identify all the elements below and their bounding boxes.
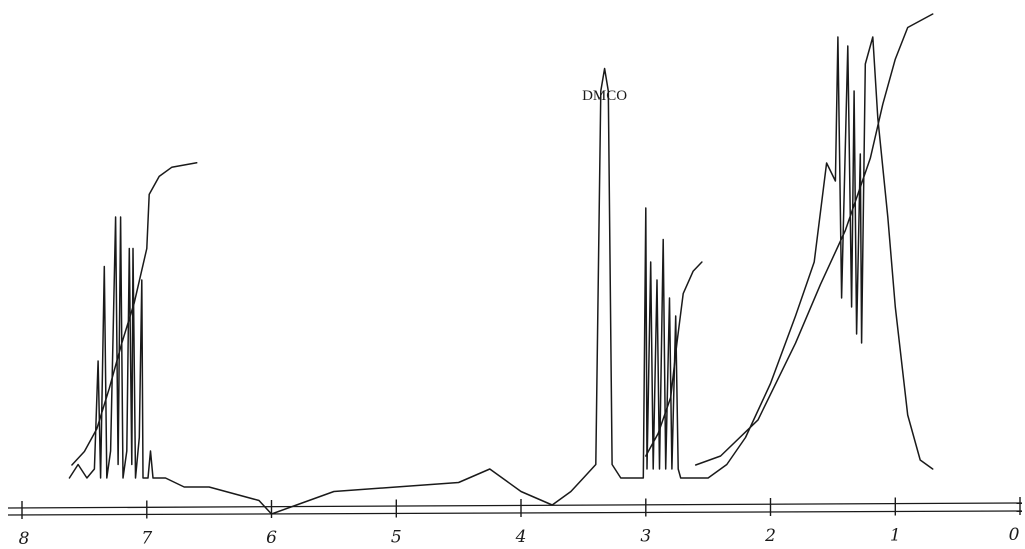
peak-annotations: DMCO xyxy=(582,88,627,104)
axis-tick-label-5: 5 xyxy=(391,528,402,548)
axis-line-upper xyxy=(7,502,1023,509)
axis-tick-label-4: 4 xyxy=(515,527,527,547)
spectrum-traces xyxy=(68,36,934,515)
integral-curve-3 xyxy=(694,13,934,466)
axis-tick-label-7: 7 xyxy=(141,529,152,549)
axis-tick-label-1: 1 xyxy=(890,526,901,546)
integral-curve-2 xyxy=(645,261,703,457)
axis-ticks: 8 7 6 5 4 3 2 1 0 xyxy=(19,497,1021,549)
spectrum-trace xyxy=(68,36,934,515)
axis-tick-label-3: 3 xyxy=(640,527,651,547)
axis-line-lower xyxy=(7,510,1023,516)
integral-curves xyxy=(71,13,934,466)
ppm-axis: 8 7 6 5 4 3 2 1 0 xyxy=(7,497,1023,549)
axis-tick-label-8: 8 xyxy=(19,529,30,549)
peak-annotation-label: DMCO xyxy=(582,88,627,104)
axis-tick-label-6: 6 xyxy=(266,528,277,548)
axis-tick-label-0: 0 xyxy=(1009,525,1020,545)
axis-tick-label-2: 2 xyxy=(764,526,776,546)
